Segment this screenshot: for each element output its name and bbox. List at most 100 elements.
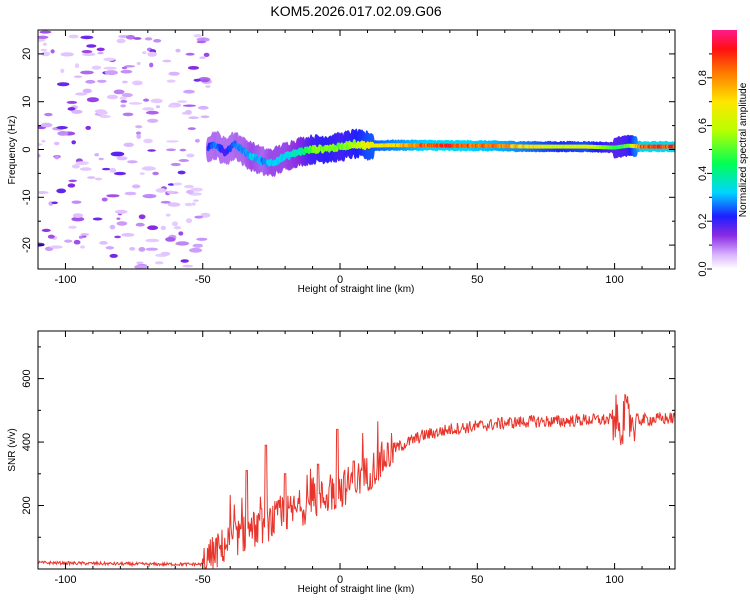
y-tick-label: 10 xyxy=(21,96,33,108)
noise-blob xyxy=(71,200,82,204)
noise-blob xyxy=(41,139,46,143)
noise-blob xyxy=(173,182,183,186)
noise-blob xyxy=(56,188,67,194)
noise-blob xyxy=(98,157,104,161)
noise-blob xyxy=(78,235,83,239)
y-tick-label: 0 xyxy=(21,146,33,152)
noise-blob xyxy=(166,148,176,152)
y-tick-label: 200 xyxy=(21,496,33,514)
noise-blob xyxy=(142,107,155,111)
noise-blob xyxy=(68,34,79,39)
snr-ylabel: SNR (v/v) xyxy=(7,428,18,471)
noise-blob xyxy=(171,221,179,227)
y-tick-label: 600 xyxy=(21,369,33,387)
noise-blob xyxy=(184,109,192,115)
noise-blob xyxy=(143,98,150,102)
noise-blob xyxy=(167,190,175,194)
noise-blob xyxy=(53,141,60,146)
noise-blob xyxy=(136,134,142,139)
noise-blob xyxy=(201,79,210,83)
noise-blob xyxy=(173,226,182,230)
noise-blob xyxy=(160,225,166,231)
noise-blob xyxy=(150,98,163,104)
noise-blob xyxy=(116,217,121,220)
noise-blob xyxy=(94,153,99,157)
spectrum-cell xyxy=(672,144,675,149)
colorbar-tick-label: 0.8 xyxy=(697,70,709,85)
noise-blob xyxy=(41,228,51,232)
noise-blob xyxy=(71,164,80,169)
y-tick-label: -10 xyxy=(21,189,33,205)
noise-blob xyxy=(67,183,76,188)
noise-blob xyxy=(74,63,80,69)
noise-blob xyxy=(82,235,87,238)
noise-blob xyxy=(80,35,94,40)
noise-blob xyxy=(149,62,154,68)
noise-blob xyxy=(153,39,162,43)
noise-blob xyxy=(184,202,193,207)
noise-blob xyxy=(135,82,142,85)
noise-blob xyxy=(66,100,78,104)
noise-blob xyxy=(134,264,148,269)
noise-blob xyxy=(205,85,211,88)
noise-blob xyxy=(185,52,195,56)
noise-blob xyxy=(166,79,176,83)
noise-blob xyxy=(82,88,93,94)
noise-blob xyxy=(139,172,145,176)
noise-blob xyxy=(75,92,88,96)
noise-blob xyxy=(168,71,180,76)
noise-blob xyxy=(188,116,199,119)
noise-blob xyxy=(79,167,92,171)
noise-blob xyxy=(109,253,118,258)
noise-blob xyxy=(82,52,96,57)
noise-blob xyxy=(147,118,159,123)
noise-blob xyxy=(81,50,93,54)
noise-blob xyxy=(97,51,104,55)
noise-blob xyxy=(121,66,128,70)
snr-line xyxy=(38,393,675,569)
noise-blob xyxy=(135,125,143,129)
noise-blob xyxy=(178,231,184,236)
noise-blob xyxy=(162,59,172,63)
noise-blob xyxy=(199,56,206,59)
noise-blob xyxy=(73,239,81,245)
noise-blob xyxy=(106,94,119,100)
x-tick-label: -100 xyxy=(54,274,76,286)
noise-blob xyxy=(145,238,160,243)
noise-blob xyxy=(124,191,137,196)
x-tick-label: 100 xyxy=(605,574,623,586)
noise-blob xyxy=(177,170,186,175)
noise-blob xyxy=(116,156,128,161)
colorbar-tick-label: 0.0 xyxy=(697,261,709,276)
colorbar-gradient xyxy=(712,30,737,269)
noise-blob xyxy=(44,112,53,117)
noise-blob xyxy=(120,99,128,103)
noise-blob xyxy=(133,37,142,40)
x-tick-label: -100 xyxy=(54,574,76,586)
noise-blob xyxy=(165,237,176,242)
noise-blob xyxy=(103,66,117,70)
x-tick-label: 50 xyxy=(471,574,483,586)
noise-blob xyxy=(179,148,187,152)
noise-blob xyxy=(196,40,206,44)
noise-blob xyxy=(194,215,204,219)
noise-blob xyxy=(123,142,134,147)
noise-blob xyxy=(68,225,77,229)
noise-blob xyxy=(92,217,103,221)
noise-blob xyxy=(80,245,85,249)
noise-blob xyxy=(124,65,136,68)
noise-blob xyxy=(196,237,208,241)
noise-blob xyxy=(72,213,83,219)
noise-blob xyxy=(97,79,107,83)
noise-blob xyxy=(125,35,136,40)
noise-blob xyxy=(64,239,73,243)
noise-blob xyxy=(127,160,138,164)
noise-blob xyxy=(187,66,200,70)
noise-blob xyxy=(39,30,52,34)
snr-ticks: -100 -50 0 50 100 200 400 600 xyxy=(21,331,675,586)
noise-blob xyxy=(85,125,91,130)
noise-blob xyxy=(147,149,156,152)
noise-blob xyxy=(116,38,126,44)
